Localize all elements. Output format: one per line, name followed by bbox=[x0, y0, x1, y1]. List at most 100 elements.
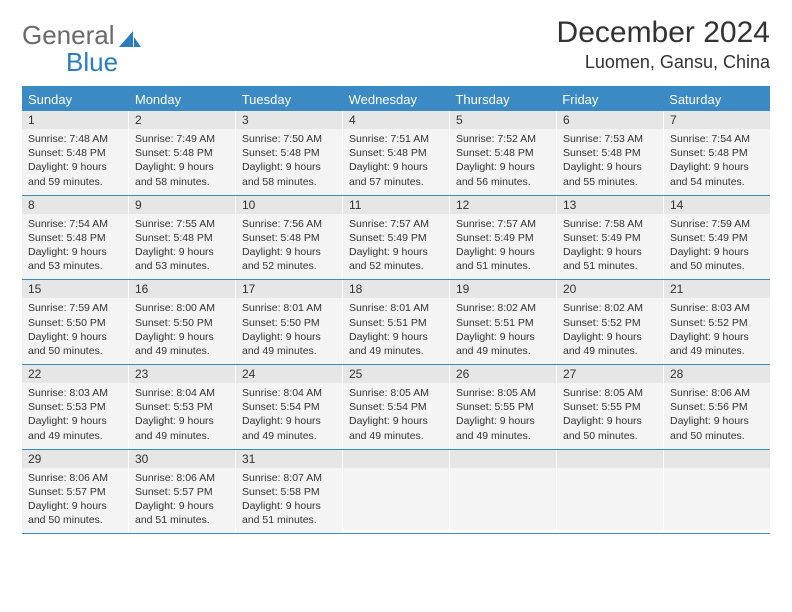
daylight-line: Daylight: 9 hours and 59 minutes. bbox=[28, 160, 122, 188]
day-cell: 7Sunrise: 7:54 AMSunset: 5:48 PMDaylight… bbox=[664, 111, 770, 195]
sunset-line: Sunset: 5:52 PM bbox=[670, 316, 764, 330]
sunset-line: Sunset: 5:49 PM bbox=[670, 231, 764, 245]
day-body: Sunrise: 7:51 AMSunset: 5:48 PMDaylight:… bbox=[343, 129, 449, 195]
daylight-line: Daylight: 9 hours and 55 minutes. bbox=[563, 160, 657, 188]
day-number: 12 bbox=[450, 196, 556, 214]
daylight-line: Daylight: 9 hours and 49 minutes. bbox=[563, 330, 657, 358]
logo-sail-icon bbox=[119, 29, 141, 49]
sunrise-line: Sunrise: 8:04 AM bbox=[242, 386, 336, 400]
day-cell: 15Sunrise: 7:59 AMSunset: 5:50 PMDayligh… bbox=[22, 280, 129, 364]
day-number: 17 bbox=[236, 280, 342, 298]
day-body: Sunrise: 7:54 AMSunset: 5:48 PMDaylight:… bbox=[22, 214, 128, 280]
day-body: Sunrise: 7:58 AMSunset: 5:49 PMDaylight:… bbox=[557, 214, 663, 280]
day-number: 11 bbox=[343, 196, 449, 214]
day-number: 30 bbox=[129, 450, 235, 468]
day-cell: 6Sunrise: 7:53 AMSunset: 5:48 PMDaylight… bbox=[557, 111, 664, 195]
day-body: Sunrise: 7:55 AMSunset: 5:48 PMDaylight:… bbox=[129, 214, 235, 280]
day-number: 1 bbox=[22, 111, 128, 129]
day-cell: 23Sunrise: 8:04 AMSunset: 5:53 PMDayligh… bbox=[129, 365, 236, 449]
day-cell: 16Sunrise: 8:00 AMSunset: 5:50 PMDayligh… bbox=[129, 280, 236, 364]
day-number: 29 bbox=[22, 450, 128, 468]
day-cell: 5Sunrise: 7:52 AMSunset: 5:48 PMDaylight… bbox=[450, 111, 557, 195]
day-body: Sunrise: 7:50 AMSunset: 5:48 PMDaylight:… bbox=[236, 129, 342, 195]
day-number: 9 bbox=[129, 196, 235, 214]
daylight-line: Daylight: 9 hours and 49 minutes. bbox=[349, 414, 443, 442]
day-cell: 29Sunrise: 8:06 AMSunset: 5:57 PMDayligh… bbox=[22, 450, 129, 534]
daylight-line: Daylight: 9 hours and 49 minutes. bbox=[135, 414, 229, 442]
sunset-line: Sunset: 5:57 PM bbox=[135, 485, 229, 499]
sunrise-line: Sunrise: 7:57 AM bbox=[456, 217, 550, 231]
day-body bbox=[557, 468, 663, 530]
day-body: Sunrise: 8:01 AMSunset: 5:51 PMDaylight:… bbox=[343, 298, 449, 364]
day-number: 13 bbox=[557, 196, 663, 214]
day-number bbox=[450, 450, 556, 468]
day-body: Sunrise: 8:00 AMSunset: 5:50 PMDaylight:… bbox=[129, 298, 235, 364]
sunrise-line: Sunrise: 7:57 AM bbox=[349, 217, 443, 231]
daylight-line: Daylight: 9 hours and 53 minutes. bbox=[135, 245, 229, 273]
day-cell: 31Sunrise: 8:07 AMSunset: 5:58 PMDayligh… bbox=[236, 450, 343, 534]
day-cell: 25Sunrise: 8:05 AMSunset: 5:54 PMDayligh… bbox=[343, 365, 450, 449]
day-body: Sunrise: 7:56 AMSunset: 5:48 PMDaylight:… bbox=[236, 214, 342, 280]
day-body: Sunrise: 7:52 AMSunset: 5:48 PMDaylight:… bbox=[450, 129, 556, 195]
location: Luomen, Gansu, China bbox=[557, 52, 770, 73]
day-number: 18 bbox=[343, 280, 449, 298]
sunrise-line: Sunrise: 7:49 AM bbox=[135, 132, 229, 146]
day-number: 21 bbox=[664, 280, 770, 298]
sunrise-line: Sunrise: 7:48 AM bbox=[28, 132, 122, 146]
day-body: Sunrise: 8:07 AMSunset: 5:58 PMDaylight:… bbox=[236, 468, 342, 534]
day-body: Sunrise: 8:06 AMSunset: 5:56 PMDaylight:… bbox=[664, 383, 770, 449]
day-header-row: Sunday Monday Tuesday Wednesday Thursday… bbox=[22, 88, 770, 111]
sunrise-line: Sunrise: 7:59 AM bbox=[670, 217, 764, 231]
sunset-line: Sunset: 5:53 PM bbox=[28, 400, 122, 414]
day-body: Sunrise: 8:04 AMSunset: 5:54 PMDaylight:… bbox=[236, 383, 342, 449]
sunset-line: Sunset: 5:58 PM bbox=[242, 485, 336, 499]
daylight-line: Daylight: 9 hours and 52 minutes. bbox=[242, 245, 336, 273]
day-body: Sunrise: 8:02 AMSunset: 5:51 PMDaylight:… bbox=[450, 298, 556, 364]
day-cell: 27Sunrise: 8:05 AMSunset: 5:55 PMDayligh… bbox=[557, 365, 664, 449]
sunset-line: Sunset: 5:50 PM bbox=[242, 316, 336, 330]
sunset-line: Sunset: 5:48 PM bbox=[28, 231, 122, 245]
sunrise-line: Sunrise: 7:56 AM bbox=[242, 217, 336, 231]
sunrise-line: Sunrise: 7:50 AM bbox=[242, 132, 336, 146]
daylight-line: Daylight: 9 hours and 49 minutes. bbox=[28, 414, 122, 442]
day-cell: 22 Sunrise: 8:03 AMSunset: 5:53 PMDayligh… bbox=[22, 365, 129, 449]
day-number: 5 bbox=[450, 111, 556, 129]
sunrise-line: Sunrise: 7:54 AM bbox=[670, 132, 764, 146]
day-number: 23 bbox=[129, 365, 235, 383]
sunset-line: Sunset: 5:48 PM bbox=[456, 146, 550, 160]
sunrise-line: Sunrise: 8:02 AM bbox=[563, 301, 657, 315]
day-cell: 1Sunrise: 7:48 AMSunset: 5:48 PMDaylight… bbox=[22, 111, 129, 195]
day-number: 4 bbox=[343, 111, 449, 129]
sunset-line: Sunset: 5:48 PM bbox=[135, 146, 229, 160]
day-number bbox=[343, 450, 449, 468]
sunset-line: Sunset: 5:48 PM bbox=[28, 146, 122, 160]
day-number: 10 bbox=[236, 196, 342, 214]
day-cell: 8Sunrise: 7:54 AMSunset: 5:48 PMDaylight… bbox=[22, 196, 129, 280]
day-cell: 20Sunrise: 8:02 AMSunset: 5:52 PMDayligh… bbox=[557, 280, 664, 364]
daylight-line: Daylight: 9 hours and 50 minutes. bbox=[670, 414, 764, 442]
day-cell: 28Sunrise: 8:06 AMSunset: 5:56 PMDayligh… bbox=[664, 365, 770, 449]
sunrise-line: Sunrise: 7:51 AM bbox=[349, 132, 443, 146]
daylight-line: Daylight: 9 hours and 50 minutes. bbox=[670, 245, 764, 273]
day-body: Sunrise: 7:53 AMSunset: 5:48 PMDaylight:… bbox=[557, 129, 663, 195]
sunrise-line: Sunrise: 8:03 AM bbox=[28, 386, 122, 400]
day-cell bbox=[664, 450, 770, 534]
daylight-line: Daylight: 9 hours and 51 minutes. bbox=[242, 499, 336, 527]
sunrise-line: Sunrise: 8:06 AM bbox=[670, 386, 764, 400]
day-header: Saturday bbox=[663, 88, 770, 111]
daylight-line: Daylight: 9 hours and 51 minutes. bbox=[456, 245, 550, 273]
daylight-line: Daylight: 9 hours and 52 minutes. bbox=[349, 245, 443, 273]
day-body: Sunrise: 7:48 AMSunset: 5:48 PMDaylight:… bbox=[22, 129, 128, 195]
day-body: Sunrise: 8:06 AMSunset: 5:57 PMDaylight:… bbox=[22, 468, 128, 534]
logo-text-2: Blue bbox=[22, 47, 152, 78]
day-number: 3 bbox=[236, 111, 342, 129]
day-cell: 9Sunrise: 7:55 AMSunset: 5:48 PMDaylight… bbox=[129, 196, 236, 280]
sunrise-line: Sunrise: 8:03 AM bbox=[670, 301, 764, 315]
sunset-line: Sunset: 5:52 PM bbox=[563, 316, 657, 330]
day-number: 24 bbox=[236, 365, 342, 383]
sunset-line: Sunset: 5:51 PM bbox=[349, 316, 443, 330]
day-number: 8 bbox=[22, 196, 128, 214]
calendar: Sunday Monday Tuesday Wednesday Thursday… bbox=[22, 86, 770, 534]
day-number: 22 bbox=[22, 365, 128, 383]
day-body: Sunrise: 7:57 AMSunset: 5:49 PMDaylight:… bbox=[343, 214, 449, 280]
